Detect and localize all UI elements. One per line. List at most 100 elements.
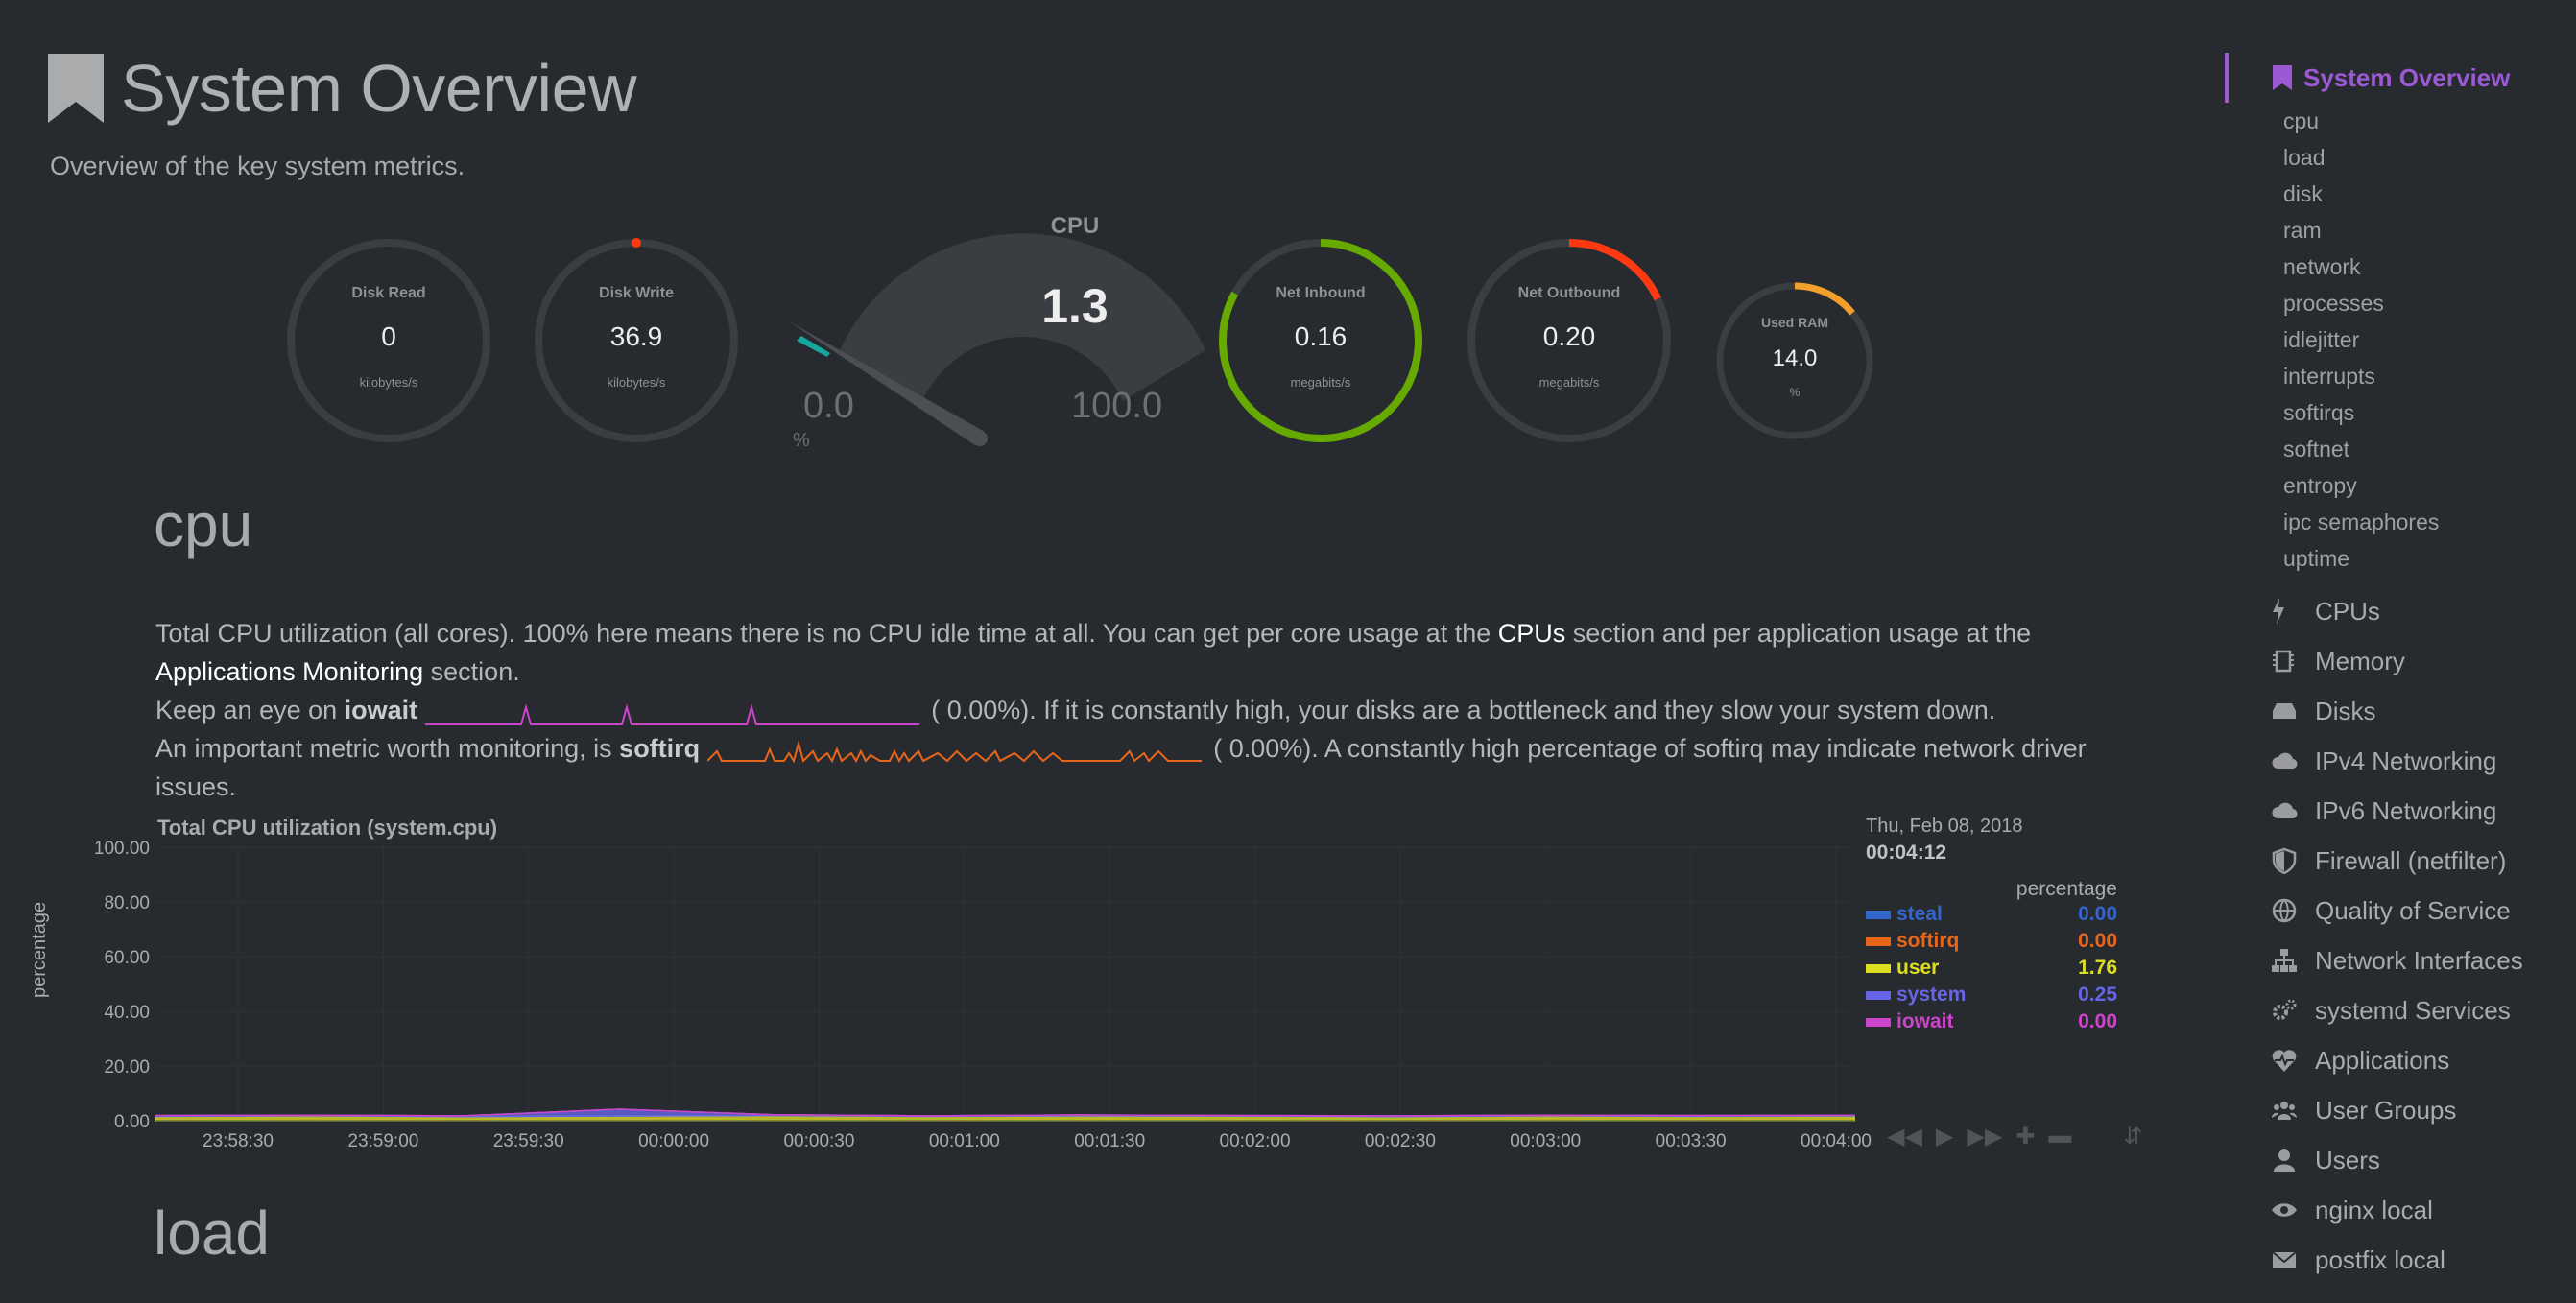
sidebar-item-cpus[interactable]: CPUs [2225,586,2570,636]
disk-read-gauge[interactable]: Disk Read 0 kilobytes/s [283,235,494,446]
play-icon[interactable]: ▶ [1935,1124,1954,1149]
series-iowait-area [155,1108,1855,1117]
shield-icon [2272,847,2297,874]
legend-value: 0.25 [2078,983,2117,1006]
sidebar-subitem-softnet[interactable]: softnet [2283,437,2350,462]
series-softirq-area [155,1108,1855,1117]
net-inbound-arc [1219,239,1422,442]
globe-icon [2272,898,2297,923]
sidebar-item-disks[interactable]: Disks [2225,686,2570,736]
net-inbound-ring [1219,239,1422,442]
applications-monitoring-link[interactable]: Applications Monitoring [155,657,424,686]
sidebar-item-network-interfaces[interactable]: Network Interfaces [2225,936,2570,985]
sidebar-subitem-processes[interactable]: processes [2283,291,2384,316]
softirq-sparkline[interactable] [705,734,1206,767]
net-inbound-gauge[interactable]: Net Inbound 0.16 megabits/s [1215,235,1426,446]
sidebar-subitem-interrupts[interactable]: interrupts [2283,364,2375,389]
desc-text: Keep an eye on [155,696,345,724]
sidebar-subitem-entropy[interactable]: entropy [2283,473,2357,498]
y-tick-label: 100.00 [94,839,150,859]
fast-forward-icon[interactable]: ▶▶ [1967,1124,2003,1149]
sidebar-subitem-disk[interactable]: disk [2283,181,2323,206]
sidebar-item-memory[interactable]: Memory [2225,636,2570,686]
net-outbound-ring [1467,239,1671,442]
page-subtitle: Overview of the key system metrics. [50,152,465,180]
used-ram-arc [1716,282,1873,439]
legend-value: 0.00 [2078,1010,2117,1032]
legend-item-steal[interactable]: steal 0.00 [1866,901,2117,928]
gauge-unit: % [1789,386,1801,399]
sidebar-item-ipv6-networking[interactable]: IPv6 Networking [2225,786,2570,836]
cpu-gauge[interactable]: CPU 1.3 0.0 100.0 % [758,201,1392,470]
sidebar-item-user-groups[interactable]: User Groups [2225,1085,2570,1135]
sidebar-active-indicator [2225,53,2229,103]
x-tick-label: 00:01:30 [1074,1131,1145,1151]
sidebar-item-system-overview[interactable]: System Overview [2225,53,2570,103]
iowait-sparkline[interactable] [424,696,924,728]
legend-swatch [1866,936,1891,946]
sidebar-item-nginx-local[interactable]: nginx local [2225,1185,2570,1235]
legend-item-iowait[interactable]: iowait 0.00 [1866,1008,2117,1035]
sidebar-item-label: CPUs [2315,596,2380,626]
sidebar-subitem-idlejitter[interactable]: idlejitter [2283,327,2360,352]
sidebar-subitem-network[interactable]: network [2283,254,2361,279]
cpus-link[interactable]: CPUs [1497,619,1566,648]
sidebar-item-postfix-local[interactable]: postfix local [2225,1235,2570,1285]
legend-item-user[interactable]: user 1.76 [1866,955,2117,982]
gauge-unit: megabits/s [1290,375,1351,390]
sidebar-subitem-load[interactable]: load [2283,145,2326,170]
desc-text: section. [423,657,520,686]
resize-icon[interactable]: ⇵ [2123,1124,2143,1149]
y-tick-label: 60.00 [104,948,150,968]
sidebar-item-ipv4-networking[interactable]: IPv4 Networking [2225,736,2570,786]
sidebar-item-firewall-netfilter[interactable]: Firewall (netfilter) [2225,836,2570,886]
zoom-in-icon[interactable]: ✚ [2015,1124,2036,1149]
sidebar-item-applications[interactable]: Applications [2225,1035,2570,1085]
net-outbound-gauge[interactable]: Net Outbound 0.20 megabits/s [1464,235,1675,446]
net-outbound-arc [1467,239,1671,442]
cpu-gauge-max: 100.0 [1071,386,1163,426]
series-system-area [155,1108,1855,1118]
sidebar-subitem-ram[interactable]: ram [2283,218,2322,243]
gauge-value: 0 [381,321,396,351]
sidebar-item-label: IPv4 Networking [2315,746,2497,775]
sidebar-subitem-softirqs[interactable]: softirqs [2283,400,2355,425]
sidebar-subitem-ipc-semaphores[interactable]: ipc semaphores [2283,509,2440,534]
chip-icon [2273,650,2294,673]
legend-date: Thu, Feb 08, 2018 [1866,816,2023,837]
series-steal-area [155,1108,1855,1117]
sidebar-item-systemd-services[interactable]: systemd Services [2225,985,2570,1035]
used-ram-ring [1716,282,1873,439]
desc-text: ( 0.00%). A constantly high percentage o… [155,734,2087,801]
sidebar-subitem-cpu[interactable]: cpu [2283,108,2320,133]
gauge-value: 0.20 [1542,321,1596,351]
sidebar-item-users[interactable]: Users [2225,1135,2570,1185]
x-tick-label: 23:59:30 [493,1131,564,1151]
sidebar-item-label: Network Interfaces [2315,945,2523,975]
y-tick-label: 0.00 [114,1112,150,1132]
chart-title: Total CPU utilization (system.cpu) [157,816,498,840]
zoom-out-icon[interactable]: ▬ [2048,1123,2072,1149]
cpu-section-heading: cpu [154,490,253,559]
x-tick-label: 00:02:30 [1365,1131,1436,1151]
cpu-gauge-unit: % [793,430,810,451]
chart-y-axis-label: percentage [29,901,50,998]
legend-item-system[interactable]: system 0.25 [1866,982,2117,1008]
disk-write-ring [535,238,738,442]
disk-write-gauge[interactable]: Disk Write 36.9 kilobytes/s [531,235,742,446]
used-ram-gauge[interactable]: Used RAM 14.0 % [1714,280,1875,441]
x-tick-label: 00:04:00 [1801,1131,1872,1151]
desc-text: An important metric worth monitoring, is [155,734,620,763]
sidebar-item-quality-of-service[interactable]: Quality of Service [2225,886,2570,936]
gauge-label: CPU [1050,213,1100,239]
y-tick-label: 20.00 [104,1057,150,1078]
gauge-unit: kilobytes/s [359,375,418,390]
cpu-needle [789,321,985,445]
sidebar-item-label: postfix local [2315,1244,2445,1274]
sidebar-subitem-uptime[interactable]: uptime [2283,546,2350,571]
legend-item-softirq[interactable]: softirq 0.00 [1866,928,2117,955]
rewind-icon[interactable]: ◀◀ [1887,1124,1922,1149]
cloud-icon [2272,752,2298,770]
sidebar-nav: System Overview cpu load disk ram network pro… [2225,53,2570,1285]
desc-text: section and per application usage at the [1565,619,2032,648]
